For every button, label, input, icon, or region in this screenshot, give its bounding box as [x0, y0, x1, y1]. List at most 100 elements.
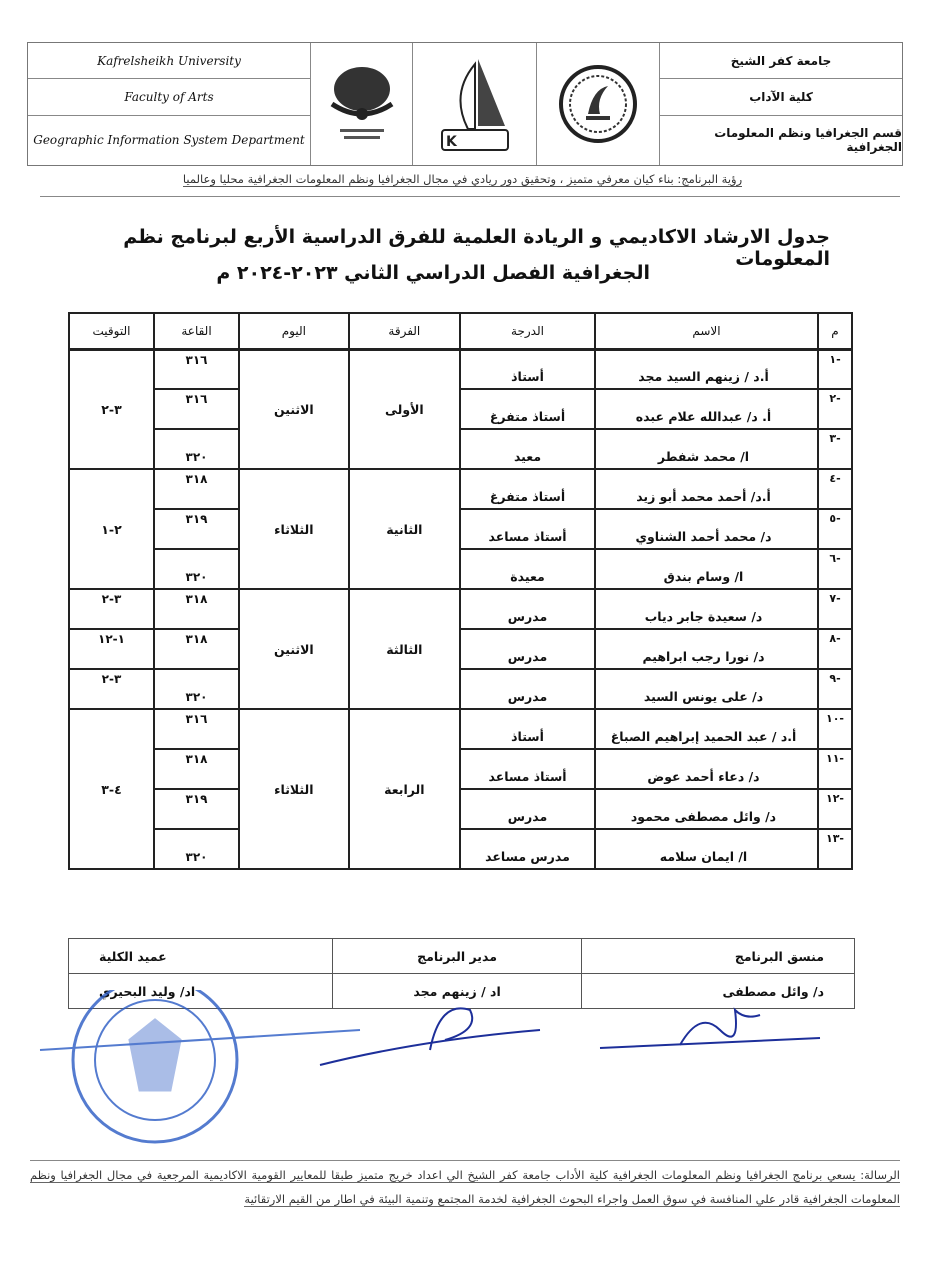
room-number: ٣١٨: [153, 628, 240, 670]
role-coordinator: منسق البرنامج: [581, 938, 855, 974]
academic-degree: مدرس: [459, 628, 596, 670]
staff-name: ا/ محمد شفطر: [594, 428, 819, 470]
room-number: ٣١٨: [153, 588, 240, 630]
table-header-row: م الاسم الدرجة الفرقة اليوم القاعة التوق…: [68, 312, 853, 351]
name-coordinator: د/ وائل مصطفى: [581, 973, 855, 1009]
table-row: -١ أ.د / زينهم السيد مجد أستاذ الأولى الاثني…: [68, 348, 853, 470]
col-header-day: اليوم: [238, 312, 350, 351]
svg-text:K: K: [446, 134, 458, 150]
row-number: -٩: [817, 668, 853, 710]
day: الاثنين: [238, 588, 350, 710]
staff-name: د/ دعاء أحمد عوض: [594, 748, 819, 790]
room-number: ٣١٦: [153, 708, 240, 750]
room-number: ٣١٦: [153, 388, 240, 430]
col-header-level: الفرقة: [347, 312, 462, 351]
academic-degree: مدرس مساعد: [459, 828, 596, 870]
academic-degree: أستاذ متفرغ: [459, 388, 596, 430]
department-logo: [311, 43, 413, 165]
room-number: ٣١٨: [153, 468, 240, 510]
time-slot: ٣-٢: [68, 588, 155, 630]
room-number: ٣١٩: [153, 508, 240, 550]
room-number: ٣٢٠: [153, 668, 240, 710]
role-director: مدير البرنامج: [331, 938, 583, 974]
signatures-and-stamp: [39, 990, 821, 1144]
academic-degree: معيد: [459, 428, 596, 470]
row-number: -٦: [817, 548, 853, 590]
university-logo: K: [413, 43, 537, 165]
table-row: -٨ د/ نورا رجب ابراهيم مدرس ٣١٨ ١-١٢: [68, 628, 853, 670]
row-number: -٢: [817, 388, 853, 430]
room-number: ٣٢٠: [153, 548, 240, 590]
row-number: -١: [817, 348, 853, 390]
row-number: -٨: [817, 628, 853, 670]
table-row: -١١ د/ دعاء أحمد عوض أستاذ مساعد ٣١٨: [69, 748, 853, 790]
col-header-degree: الدرجة: [459, 312, 596, 351]
divider: [40, 196, 900, 197]
faculty-logo: [537, 43, 660, 165]
table-row: -٢ أ. د/ عبدالله علام عبده أستاذ متفرغ ٣١٦: [69, 388, 853, 430]
row-number: -٤: [817, 468, 853, 510]
table-row: -٣ ا/ محمد شفطر معيد ٣٢٠: [69, 428, 853, 470]
col-header-number: م: [817, 312, 853, 351]
table-row: -٤ أ.د/ أحمد محمد أبو زيد أستاذ متفرغ الثان…: [68, 468, 853, 590]
academic-degree: مدرس: [459, 588, 596, 630]
mission-text: الرسالة: يسعي برنامج الجغرافيا ونظم المع…: [30, 1168, 900, 1207]
staff-name: د/ نورا رجب ابراهيم: [594, 628, 819, 670]
table-row: -٦ ا/ وسام بندق معيدة ٣٢٠: [69, 548, 853, 590]
staff-name: أ.د / زينهم السيد مجد: [594, 348, 819, 390]
room-number: ٣١٦: [153, 348, 240, 390]
row-number: -١٢: [817, 788, 853, 830]
program-mission: الرسالة: يسعي برنامج الجغرافيا ونظم المع…: [30, 1160, 900, 1211]
role-dean: عميد الكلية: [68, 938, 333, 974]
staff-name: د/ على يونس السيد: [594, 668, 819, 710]
row-number: -٧: [817, 588, 853, 630]
time-slot: ٣-٢: [68, 348, 155, 470]
table-row: -١٠ أ.د / عبد الحميد إبراهيم الصباغ أستاذ ا…: [68, 708, 853, 870]
academic-degree: مدرس: [459, 788, 596, 830]
row-number: -١٣: [817, 828, 853, 870]
university-name-ar: جامعة كفر الشيخ: [660, 43, 902, 80]
staff-name: ا/ وسام بندق: [594, 548, 819, 590]
faculty-name-ar: كلية الآداب: [660, 79, 902, 116]
col-header-room: القاعة: [153, 312, 240, 351]
table-row: -٧ د/ سعيدة جابر دياب مدرس الثالثة الاثنين ٣١…: [68, 588, 853, 710]
study-level: الثانية: [347, 468, 462, 590]
day: الثلاثاء: [238, 708, 350, 870]
room-number: ٣٢٠: [153, 428, 240, 470]
academic-degree: أستاذ متفرغ: [459, 468, 596, 510]
room-number: ٣١٩: [153, 788, 240, 830]
vision-text: رؤية البرنامج: بناء كيان معرفي متميز ، و…: [182, 172, 743, 187]
academic-degree: معيدة: [459, 548, 596, 590]
row-number: -٣: [817, 428, 853, 470]
room-number: ٣٢٠: [153, 828, 240, 870]
staff-name: د/ محمد أحمد الشناوي: [594, 508, 819, 550]
name-dean: اد/ وليد البحيري: [68, 973, 333, 1009]
row-number: -١٠: [817, 708, 853, 750]
row-number: -١١: [817, 748, 853, 790]
table-row: -١٣ ا/ ايمان سلامه مدرس مساعد ٣٢٠: [69, 828, 853, 870]
program-vision: رؤية البرنامج: بناء كيان معرفي متميز ، و…: [0, 172, 925, 187]
study-level: الثالثة: [347, 588, 462, 710]
staff-name: د/ وائل مصطفى محمود: [594, 788, 819, 830]
advising-schedule-table: م الاسم الدرجة الفرقة اليوم القاعة التوق…: [68, 312, 853, 870]
table-row: -١٢ د/ وائل مصطفى محمود مدرس ٣١٩: [69, 788, 853, 830]
academic-degree: مدرس: [459, 668, 596, 710]
university-name-en: Kafrelsheikh University: [28, 43, 310, 80]
day: الثلاثاء: [238, 468, 350, 590]
time-slot: ٢-١: [68, 468, 155, 590]
staff-name: ا/ ايمان سلامه: [594, 828, 819, 870]
row-number: -٥: [817, 508, 853, 550]
study-level: الرابعة: [347, 708, 462, 870]
letterhead: Kafrelsheikh University Faculty of Arts …: [27, 42, 903, 166]
signatures-table: منسق البرنامج مدير البرنامج عميد الكلية …: [68, 938, 855, 1009]
academic-degree: أستاذ مساعد: [459, 748, 596, 790]
day: الاثنين: [238, 348, 350, 470]
study-level: الأولى: [347, 348, 462, 470]
faculty-name-en: Faculty of Arts: [28, 79, 310, 116]
document-title-line1: جدول الارشاد الاكاديمي و الريادة العلمية…: [123, 226, 830, 270]
academic-degree: أستاذ مساعد: [459, 508, 596, 550]
signature-coordinator: [599, 1007, 821, 1049]
time-slot: ٣-٢: [68, 668, 155, 710]
stamp: [39, 990, 361, 1144]
document-title-line2: الجغرافية الفصل الدراسي الثاني ٢٠٢٣-٢٠٢٤…: [216, 262, 650, 284]
